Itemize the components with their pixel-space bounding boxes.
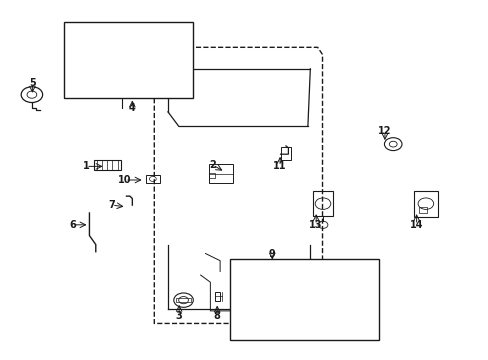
Text: 6: 6 (69, 220, 76, 230)
Bar (237, 279, 264, 325)
Text: 10: 10 (118, 175, 131, 185)
Text: 12: 12 (377, 126, 391, 135)
Text: 11: 11 (273, 161, 286, 171)
Bar (229, 259, 378, 339)
Text: 1: 1 (82, 161, 89, 171)
Text: 5: 5 (29, 78, 36, 88)
Text: 8: 8 (213, 311, 220, 321)
Bar (146, 175, 159, 183)
Text: 7: 7 (108, 200, 115, 210)
Bar (413, 191, 437, 217)
Bar (209, 173, 215, 178)
Bar (64, 22, 193, 98)
Bar (94, 159, 121, 170)
Bar (108, 52, 127, 68)
Bar (176, 298, 190, 302)
Text: 2: 2 (209, 160, 216, 170)
Bar (209, 164, 232, 183)
Bar (215, 292, 220, 301)
Bar (418, 207, 426, 213)
Text: 14: 14 (409, 220, 423, 230)
Text: 9: 9 (268, 248, 275, 258)
Bar (312, 192, 332, 216)
Text: 3: 3 (175, 311, 182, 321)
Text: 13: 13 (309, 220, 322, 230)
Text: 4: 4 (129, 103, 136, 113)
Bar (280, 147, 291, 160)
